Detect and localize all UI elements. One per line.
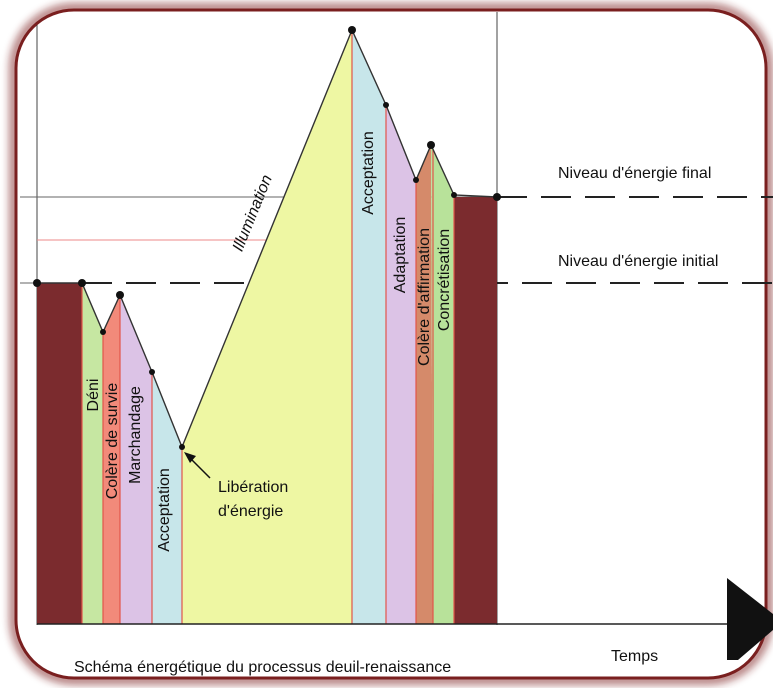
liberation-arrow-line: [188, 456, 211, 479]
annotation-line1: Libération: [218, 479, 288, 496]
label-deni: Déni: [85, 379, 102, 412]
label-adaptation: Adaptation: [392, 217, 409, 294]
final-level-label: Niveau d'énergie final: [558, 165, 711, 182]
phase-adaptation-area: [386, 105, 416, 624]
liberation-arrow-head: [184, 452, 196, 463]
label-colere-affirmation: Colère d'affirmation: [416, 228, 433, 366]
phase-marchandage-area: [120, 295, 152, 624]
phase-illumination-area: [182, 30, 352, 624]
energy-curve: [37, 28, 498, 449]
final-energy-block: [454, 197, 497, 624]
phase-acceptation-1-area: [152, 372, 182, 624]
curve-points: [33, 26, 501, 450]
label-acceptation-1: Acceptation: [156, 468, 173, 552]
phase-dividers: [81, 30, 455, 624]
phase-acceptation-2-area: [352, 30, 386, 624]
diagram-caption: Schéma énergétique du processus deuil-re…: [74, 659, 451, 676]
annotation-line2: d'énergie: [218, 503, 283, 520]
time-arrow-head: [727, 578, 773, 660]
label-acceptation-2: Acceptation: [360, 131, 377, 215]
phase-deni-area: [82, 283, 103, 624]
initial-level-label: Niveau d'énergie initial: [558, 253, 718, 270]
frame-shadow: [9, 3, 773, 685]
time-axis-label: Temps: [611, 648, 658, 665]
label-colere-survie: Colère de survie: [104, 383, 121, 500]
label-marchandage: Marchandage: [127, 386, 144, 484]
phase-colere-affirmation-area: [416, 145, 433, 624]
phase-concretisation-area: [431, 145, 454, 624]
label-concretisation: Concrétisation: [436, 229, 453, 331]
initial-energy-block: [37, 283, 82, 624]
phase-colere-survie-area: [103, 295, 120, 624]
